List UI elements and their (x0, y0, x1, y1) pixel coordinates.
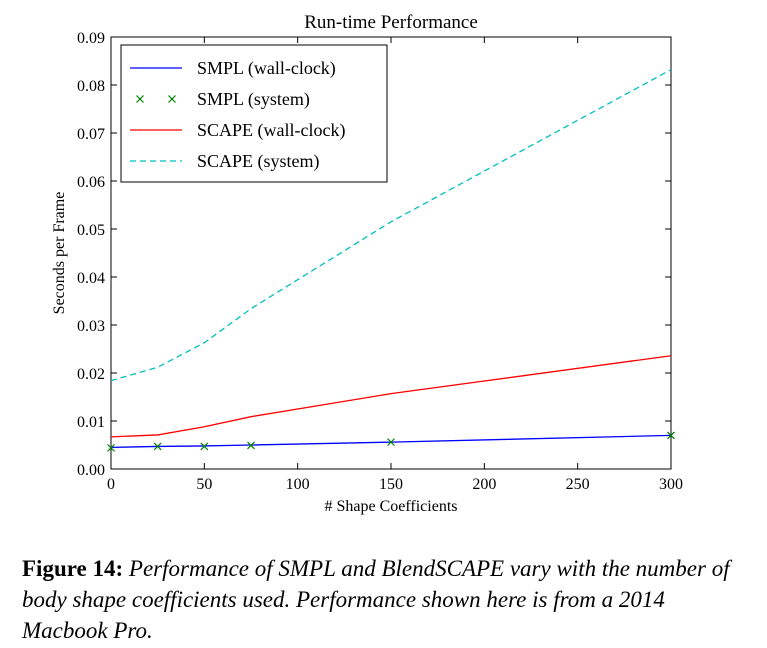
x-axis: 0 50 100 150 200 250 300 (107, 37, 683, 493)
x-tick-label: 100 (286, 476, 310, 493)
x-tick-label: 150 (379, 476, 403, 493)
series-point-smpl-system (107, 443, 115, 452)
series-line-scape-wall-clock (110, 355, 672, 438)
legend-label: SCAPE (system) (197, 151, 320, 172)
y-axis: 0.00 0.01 0.02 0.03 0.04 0.05 0.06 0.07 0.08 0.09 (77, 30, 671, 479)
legend-box (120, 44, 388, 183)
series-layer (107, 69, 675, 452)
y-tick-label: 0.01 (77, 414, 105, 431)
legend-label: SMPL (wall-clock) (197, 58, 336, 79)
y-tick-label: 0.06 (77, 174, 105, 191)
x-tick-label: 200 (472, 476, 496, 493)
series-point-smpl-system (200, 442, 209, 451)
x-tick-label: 0 (107, 476, 115, 493)
chart-title: Run-time Performance (304, 12, 478, 33)
y-tick-label: 0.00 (77, 462, 105, 479)
series-line-scape-system (110, 69, 672, 382)
y-tick-label: 0.08 (77, 78, 105, 95)
y-axis-label: Seconds per Frame (51, 192, 68, 315)
legend: SMPL (wall-clock) SMPL (system) SCAPE (wal… (120, 44, 388, 183)
chart: Run-time Performance 0 50 100 150 200 250 300 … (51, 12, 683, 515)
x-tick-label: 50 (196, 476, 212, 493)
x-tick-label: 300 (659, 476, 683, 493)
caption-label: Figure 14: (22, 556, 124, 581)
series-line-smpl-wall-clock (110, 434, 672, 449)
legend-label: SMPL (system) (197, 89, 310, 110)
series-point-smpl-system (667, 431, 675, 440)
y-tick-label: 0.05 (77, 222, 105, 239)
series-point-smpl-system (153, 442, 162, 451)
x-tick-label: 250 (566, 476, 590, 493)
y-tick-label: 0.04 (77, 270, 105, 287)
y-tick-label: 0.02 (77, 366, 105, 383)
caption-text: Performance of SMPL and BlendSCAPE vary … (22, 556, 730, 643)
series-point-smpl-system (387, 438, 395, 447)
y-tick-label: 0.07 (77, 126, 105, 143)
x-axis-label: # Shape Coefficients (324, 498, 457, 515)
legend-label: SCAPE (wall-clock) (197, 120, 345, 141)
y-tick-label: 0.09 (77, 30, 105, 47)
legend-marker-smpl-system (168, 95, 176, 103)
series-point-smpl-system (247, 441, 255, 450)
legend-marker-smpl-system (136, 95, 144, 103)
figure-caption: Figure 14: Performance of SMPL and Blend… (22, 553, 752, 646)
y-tick-label: 0.03 (77, 318, 105, 335)
